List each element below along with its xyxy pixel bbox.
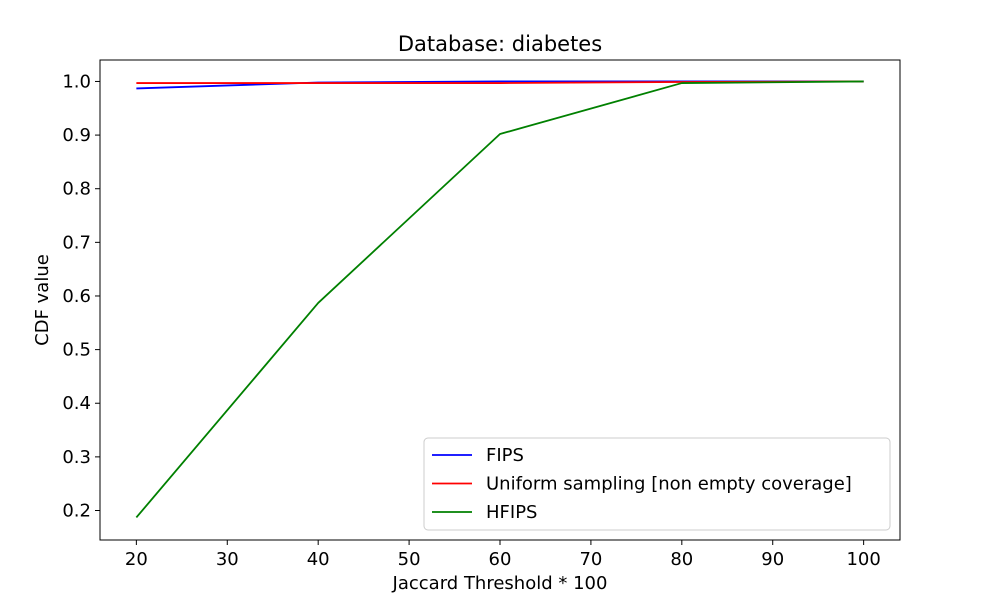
legend: FIPS Uniform sampling [non empty coverage… <box>423 437 891 531</box>
x-tick-label: 90 <box>761 549 784 570</box>
x-tick-label: 80 <box>670 549 693 570</box>
y-axis-label: CDF value <box>32 254 53 346</box>
legend-box <box>423 437 891 531</box>
y-tick-label: 0.3 <box>62 447 91 468</box>
x-tick-label: 70 <box>579 549 602 570</box>
legend-label: HFIPS <box>486 502 537 523</box>
y-tick-label: 0.5 <box>62 340 91 361</box>
x-tick-label: 60 <box>489 549 512 570</box>
plot-area <box>135 80 864 519</box>
y-tick-label: 1.0 <box>62 71 91 92</box>
y-tick-label: 0.4 <box>62 393 91 414</box>
legend-label: Uniform sampling [non empty coverage] <box>486 474 852 495</box>
y-tick-label: 0.8 <box>62 179 91 200</box>
y-tick-label: 0.2 <box>62 501 91 522</box>
x-tick-label: 50 <box>398 549 421 570</box>
x-tick-label: 40 <box>307 549 330 570</box>
y-tick-label: 0.7 <box>62 232 91 253</box>
x-tick-label: 20 <box>125 549 148 570</box>
x-tick-label: 30 <box>216 549 239 570</box>
legend-label: FIPS <box>486 445 524 466</box>
series-line-2 <box>135 80 864 519</box>
axes: 20 30 40 50 60 70 80 90 100 0.2 0.3 0.4 0.5 0.6 0.7 0.8… <box>62 59 901 570</box>
y-tick-label: 0.6 <box>62 286 91 307</box>
x-axis-label: Jaccard Threshold * 100 <box>392 573 608 594</box>
chart-title: Database: diabetes <box>398 32 602 56</box>
x-tick-label: 100 <box>846 549 880 570</box>
y-tick-label: 0.9 <box>62 125 91 146</box>
